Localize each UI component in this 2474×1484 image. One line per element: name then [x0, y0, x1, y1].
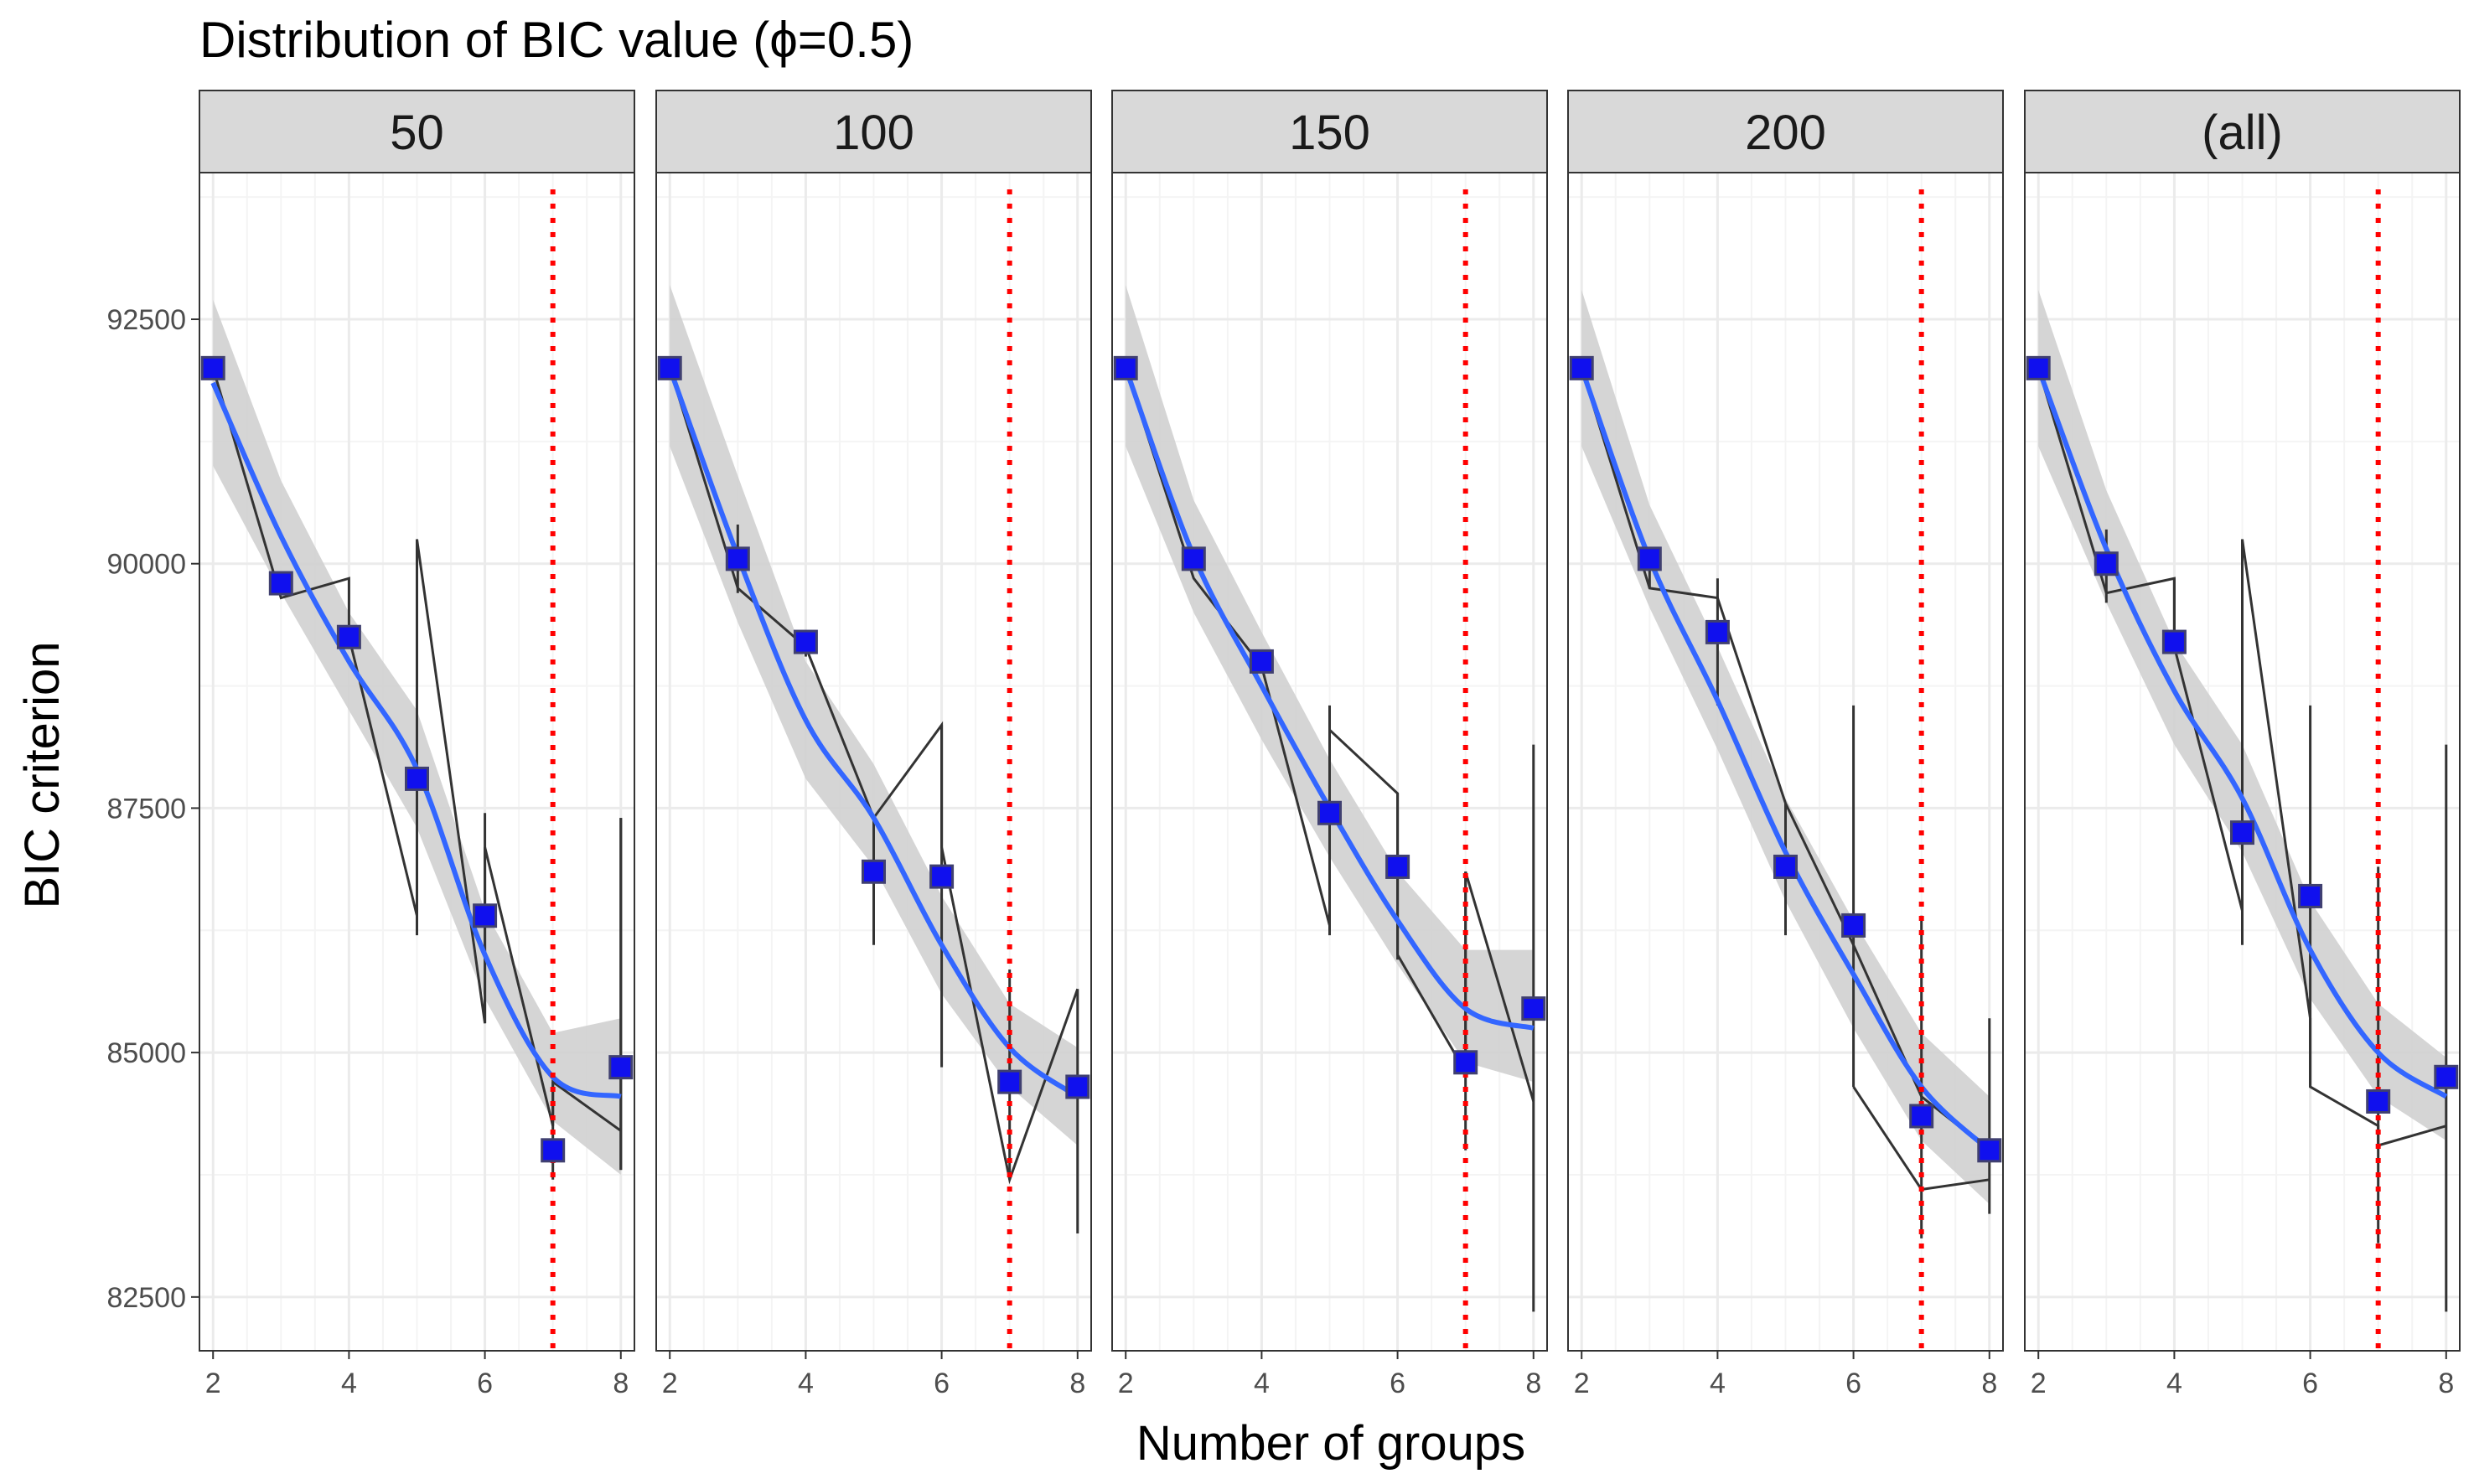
smooth-line [210, 381, 622, 1099]
data-point [2026, 355, 2051, 380]
data-point [725, 546, 750, 571]
data-point [1249, 649, 1274, 674]
data-point [541, 1138, 566, 1163]
data-point [1773, 854, 1798, 879]
chart-title: Distribution of BIC value (ϕ=0.5) [199, 12, 914, 68]
x-tick-label: 8 [1981, 1368, 1997, 1399]
data-point [1977, 1138, 2002, 1163]
facet-strip-label: 100 [833, 106, 914, 160]
y-tick-label: 87500 [106, 793, 186, 825]
facet-strip [2024, 90, 2461, 173]
x-tick-label: 4 [798, 1368, 814, 1399]
confidence-ribbon [2038, 290, 2446, 1141]
facet-strip [199, 90, 635, 173]
smooth-line [1123, 367, 1535, 1031]
data-point [1385, 854, 1410, 879]
data-point [608, 1055, 634, 1080]
x-tick-label: 4 [1254, 1368, 1270, 1399]
facet-strip-label: 50 [390, 106, 444, 160]
panel-border [655, 172, 1092, 1352]
x-tick-label: 6 [477, 1368, 493, 1399]
x-tick-label: 6 [934, 1368, 950, 1399]
x-tick-label: 2 [1574, 1368, 1590, 1399]
y-tick-label: 85000 [106, 1037, 186, 1069]
x-tick-label: 8 [613, 1368, 629, 1399]
facet-strip [1111, 90, 1548, 173]
x-tick-label: 4 [2166, 1368, 2182, 1399]
facet-panel-0: 50 2 4 6 8 [199, 90, 635, 1399]
panel-border [2024, 172, 2461, 1352]
data-point [200, 355, 225, 380]
data-point [1637, 546, 1662, 571]
data-point [997, 1069, 1022, 1094]
confidence-ribbon [670, 285, 1078, 1145]
facet-strip-label: (all) [2202, 106, 2283, 160]
x-axis-label: Number of groups [1136, 1416, 1525, 1471]
x-tick-label: 2 [2031, 1368, 2047, 1399]
confidence-ribbon [1126, 285, 1534, 1083]
x-tick-label: 2 [662, 1368, 678, 1399]
facet-strip-label: 200 [1745, 106, 1826, 160]
data-point [473, 903, 498, 928]
panel-border [1567, 172, 2004, 1352]
data-point [2434, 1064, 2459, 1089]
x-tick-label: 8 [2438, 1368, 2454, 1399]
data-point [862, 859, 886, 884]
data-point [336, 624, 361, 649]
facet-panel-3: 200 2 4 6 8 [1567, 90, 2004, 1399]
facet-panel-4: (all) 2 4 6 8 [2024, 90, 2461, 1399]
panel-border [1111, 172, 1548, 1352]
facet-panel-1: 100 2 4 6 8 [655, 90, 1092, 1399]
x-tick-label: 4 [341, 1368, 357, 1399]
facet-strip [1567, 90, 2004, 173]
facet-strip [655, 90, 1092, 173]
range-path [668, 367, 1079, 1185]
facet-panel-2: 150 2 4 6 8 [1111, 90, 1548, 1399]
x-tick-label: 6 [1390, 1368, 1405, 1399]
data-point [1181, 546, 1206, 571]
data-point [1113, 355, 1138, 380]
data-point [2161, 629, 2187, 654]
x-tick-label: 6 [2302, 1368, 2318, 1399]
y-axis-label: BIC criterion [15, 641, 70, 908]
data-point [1453, 1050, 1478, 1075]
data-point [2366, 1088, 2391, 1114]
x-tick-label: 8 [1069, 1368, 1085, 1399]
x-tick-label: 8 [1525, 1368, 1541, 1399]
y-tick-label: 92500 [106, 304, 186, 336]
x-tick-label: 4 [1710, 1368, 1726, 1399]
panel-border [199, 172, 635, 1352]
x-tick-label: 6 [1845, 1368, 1861, 1399]
data-point [1521, 996, 1546, 1021]
facet-strip-label: 150 [1289, 106, 1370, 160]
data-point [1841, 913, 1866, 938]
data-point [793, 629, 818, 654]
data-point [2298, 883, 2323, 908]
y-tick-label: 82500 [106, 1282, 186, 1314]
smooth-line [667, 367, 1079, 1099]
smooth-line [2036, 367, 2448, 1099]
data-point [2230, 820, 2254, 845]
data-point [1317, 800, 1342, 825]
facet-panels: 50 2 4 6 8 100 2 4 6 8 150 2 4 6 8 200 2 4 6 8 (all) 2 4 6 8 [199, 90, 2461, 1399]
y-tick-label: 90000 [106, 549, 186, 581]
data-point [929, 864, 955, 889]
data-point [1909, 1104, 1934, 1129]
data-point [405, 766, 429, 791]
data-point [1569, 355, 1594, 380]
data-point [1065, 1074, 1090, 1099]
smooth-line [1579, 367, 1991, 1153]
x-tick-label: 2 [1118, 1368, 1134, 1399]
data-point [268, 571, 293, 596]
data-point [2094, 551, 2119, 577]
data-point [657, 355, 682, 380]
x-tick-label: 2 [205, 1368, 221, 1399]
data-point [1705, 619, 1730, 644]
